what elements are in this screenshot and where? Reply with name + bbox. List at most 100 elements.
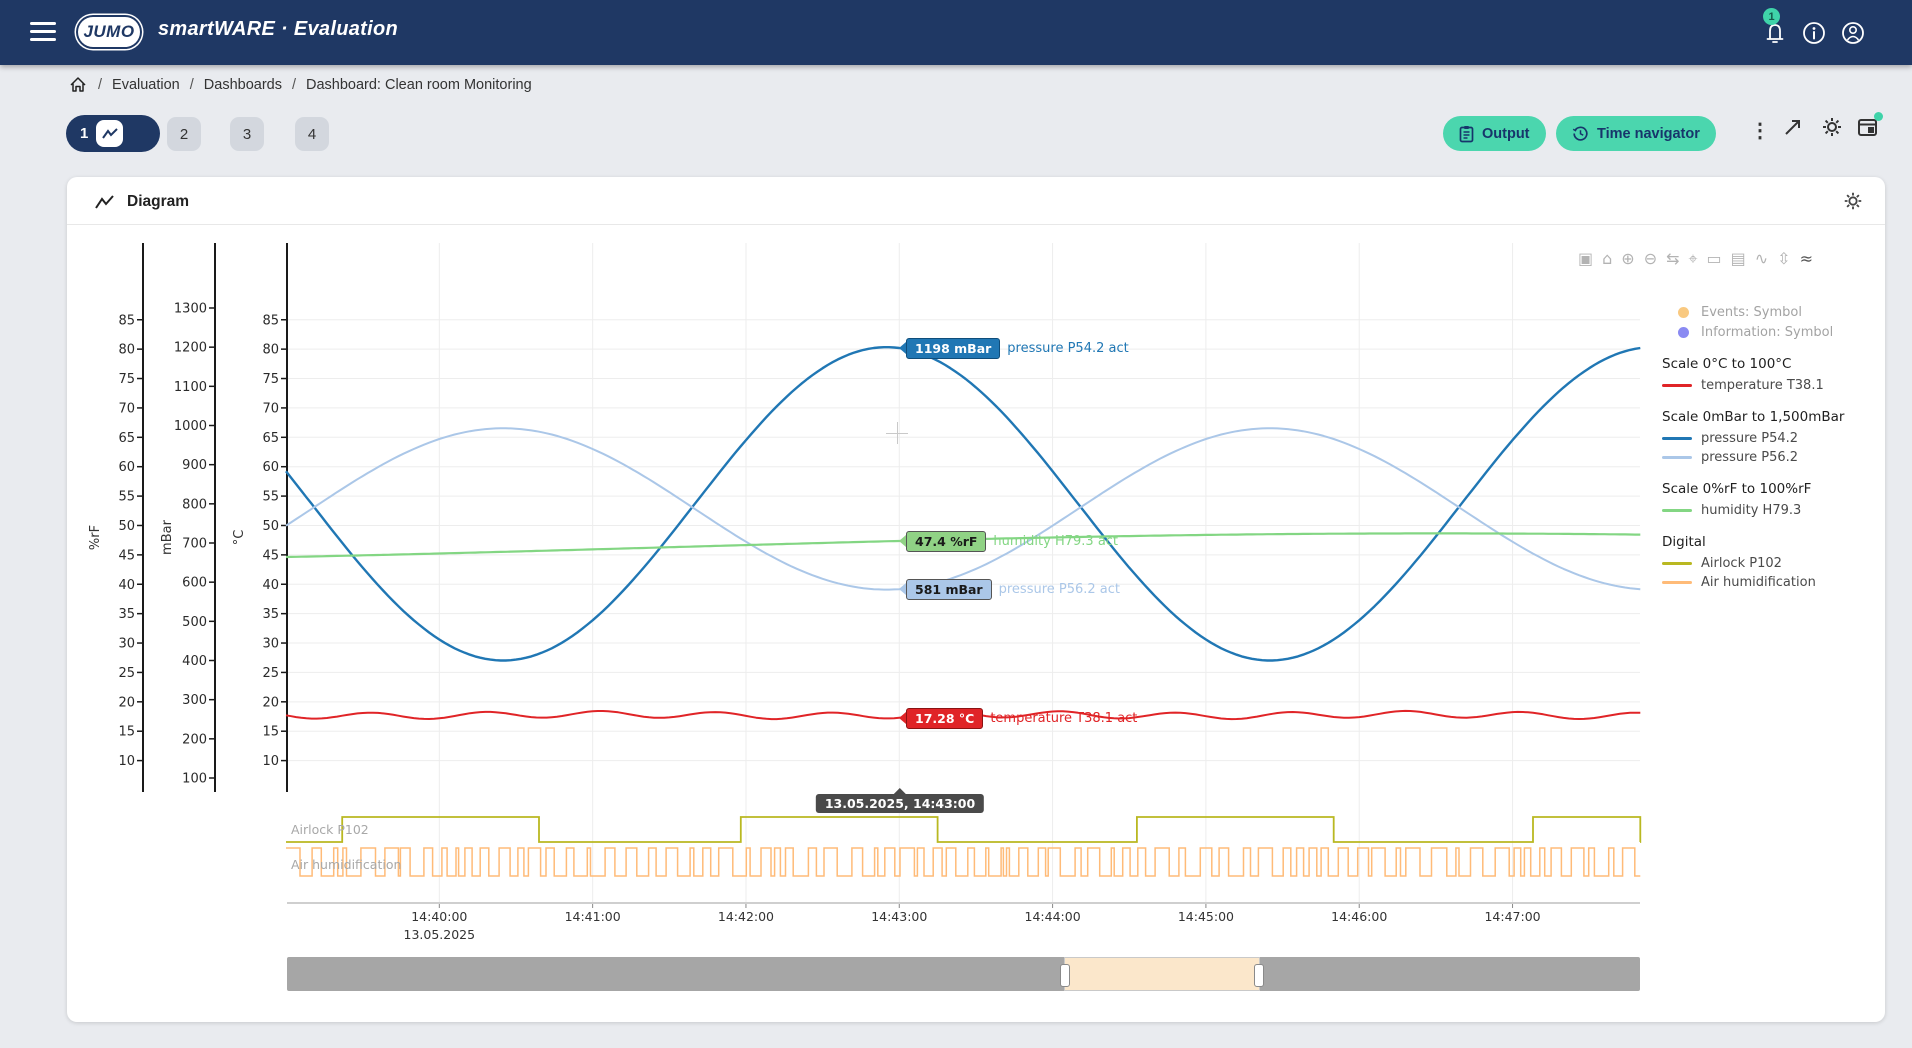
legend-item-pressure-P54-2[interactable]: pressure P54.2: [1662, 429, 1902, 448]
legend-item-pressure-P56-2[interactable]: pressure P56.2: [1662, 448, 1902, 467]
autoscale-icon[interactable]: ⇳: [1777, 249, 1791, 268]
home-icon[interactable]: ⌂: [1602, 249, 1613, 268]
notifications-bell-icon[interactable]: [1760, 18, 1790, 48]
x-date-label: 13.05.2025: [404, 927, 476, 942]
diagram-settings-gear-icon[interactable]: [1842, 190, 1864, 217]
digital-label-airlock: Airlock P102: [291, 822, 369, 837]
celsius-tick-label: 60: [262, 460, 279, 475]
hover-compare-icon[interactable]: ▤: [1730, 249, 1746, 268]
fullscreen-icon[interactable]: [1782, 116, 1804, 143]
mbar-tick-label: 300: [182, 693, 207, 708]
legend-item-Air-humidification[interactable]: Air humidification: [1662, 573, 1902, 592]
badge-arrow: [899, 712, 906, 724]
spikelines-icon[interactable]: ∿: [1754, 249, 1769, 268]
celsius-tick-label: 10: [262, 754, 279, 769]
rf-tick-label: 20: [118, 695, 135, 710]
zoom-out-icon[interactable]: ⊖: [1643, 249, 1658, 268]
badge-arrow: [899, 342, 906, 354]
account-icon[interactable]: [1838, 18, 1868, 48]
legend-item-label: Airlock P102: [1701, 556, 1782, 571]
legend-line-sample: [1662, 509, 1692, 512]
rf-tick-label: 15: [118, 725, 135, 740]
panel-title: Diagram: [127, 193, 190, 210]
cursor-crosshair: [896, 422, 898, 444]
legend-item-label: temperature T38.1: [1701, 378, 1824, 393]
hover-closest-icon[interactable]: ▭: [1706, 249, 1722, 268]
rf-tick-label: 35: [118, 607, 135, 622]
time-navigator-button[interactable]: Time navigator: [1556, 116, 1716, 151]
legend-item-temperature-T38-1[interactable]: temperature T38.1: [1662, 376, 1902, 395]
home-icon[interactable]: [68, 75, 88, 95]
range-slider-handle-right[interactable]: [1254, 964, 1264, 987]
x-tick-label: 14:40:00: [411, 909, 467, 924]
diagram-panel: [67, 177, 1885, 1022]
mbar-tick-label: 1100: [174, 380, 207, 395]
legend-symbol-events[interactable]: Events: Symbol: [1678, 302, 1902, 322]
celsius-tick-label: 40: [262, 578, 279, 593]
digital-label-humidification: Air humidification: [291, 857, 402, 872]
x-tick-label: 14:46:00: [1331, 909, 1387, 924]
tab-2[interactable]: 2: [167, 117, 201, 151]
tab-4[interactable]: 4: [295, 117, 329, 151]
legend-symbol-information[interactable]: Information: Symbol: [1678, 322, 1902, 342]
value-badge: 17.28 °C: [906, 707, 984, 729]
stacked-view-icon[interactable]: ≈: [1799, 249, 1813, 268]
info-icon[interactable]: [1799, 18, 1829, 48]
breadcrumb-dashboards[interactable]: Dashboards: [203, 77, 282, 93]
digital-air-humidification-trace: [286, 847, 1641, 877]
mbar-tick-label: 500: [182, 615, 207, 630]
rf-tick-label: 50: [118, 519, 135, 534]
celsius-tick-label: 75: [262, 372, 279, 387]
rf-tick-label: 60: [118, 460, 135, 475]
mbar-tick-label: 1000: [174, 419, 207, 434]
zoom-in-icon[interactable]: ⊕: [1621, 249, 1635, 268]
mbar-tick-label: 700: [182, 536, 207, 551]
series-pressure-P54-2: [285, 346, 1641, 662]
mbar-tick-label: 800: [182, 497, 207, 512]
rf-tick-label: 40: [118, 578, 135, 593]
settings-gear-icon[interactable]: [1820, 115, 1844, 144]
mbar-tick-label: 400: [182, 654, 207, 669]
time-range-slider[interactable]: [287, 957, 1640, 991]
panel-header: Diagram: [67, 186, 189, 218]
select-icon[interactable]: ⌖: [1688, 249, 1698, 268]
legend-item-Airlock-P102[interactable]: Airlock P102: [1662, 554, 1902, 573]
legend-group-title: Digital: [1662, 534, 1706, 550]
mbar-tick-label: 900: [182, 458, 207, 473]
series-cursor-label: pressure P56.2 act: [998, 581, 1121, 597]
value-badge-row: 1198 mBar pressure P54.2 act: [899, 336, 1129, 360]
output-button[interactable]: Output: [1443, 116, 1546, 151]
value-badge-row: 581 mBar pressure P56.2 act: [899, 577, 1120, 601]
breadcrumb-current-page: Dashboard: Clean room Monitoring: [306, 77, 532, 93]
rf-tick-label: 80: [118, 343, 135, 358]
save-dashboard-icon[interactable]: [1856, 112, 1883, 145]
kebab-menu-icon[interactable]: ⋮: [1750, 120, 1770, 142]
range-slider-handle-left[interactable]: [1060, 964, 1070, 987]
panel-divider: [67, 224, 1885, 225]
legend-symbol-dot: [1678, 326, 1689, 338]
legend-line-sample: [1662, 437, 1692, 440]
badge-arrow: [899, 583, 906, 595]
menu-icon[interactable]: [30, 22, 56, 42]
value-badge: 1198 mBar: [906, 337, 1001, 359]
legend-item-humidity-H79-3[interactable]: humidity H79.3: [1662, 501, 1902, 520]
legend-item-label: Air humidification: [1701, 575, 1816, 590]
mbar-tick-label: 1200: [174, 341, 207, 356]
top-bar: JUMO smartWARE · Evaluation 1: [0, 0, 1912, 65]
breadcrumb-evaluation[interactable]: Evaluation: [112, 77, 180, 93]
x-tick-label: 14:42:00: [718, 909, 774, 924]
pan-icon[interactable]: ⇆: [1666, 249, 1680, 268]
camera-icon[interactable]: ▣: [1578, 249, 1594, 268]
breadcrumb-separator: /: [98, 77, 103, 93]
tab-1-active[interactable]: 1: [66, 115, 160, 152]
legend-group-title: Scale 0%rF to 100%rF: [1662, 481, 1812, 497]
series-cursor-label: humidity H79.3 act: [993, 533, 1119, 549]
tab-3[interactable]: 3: [230, 117, 264, 151]
legend-line-sample: [1662, 562, 1692, 565]
rf-tick-label: 65: [118, 431, 135, 446]
rf-tick-label: 25: [118, 666, 135, 681]
range-slider-window[interactable]: [1060, 957, 1264, 991]
history-clock-icon: [1572, 125, 1589, 142]
value-badge: 581 mBar: [906, 578, 992, 600]
legend-item-label: pressure P54.2: [1701, 431, 1799, 446]
